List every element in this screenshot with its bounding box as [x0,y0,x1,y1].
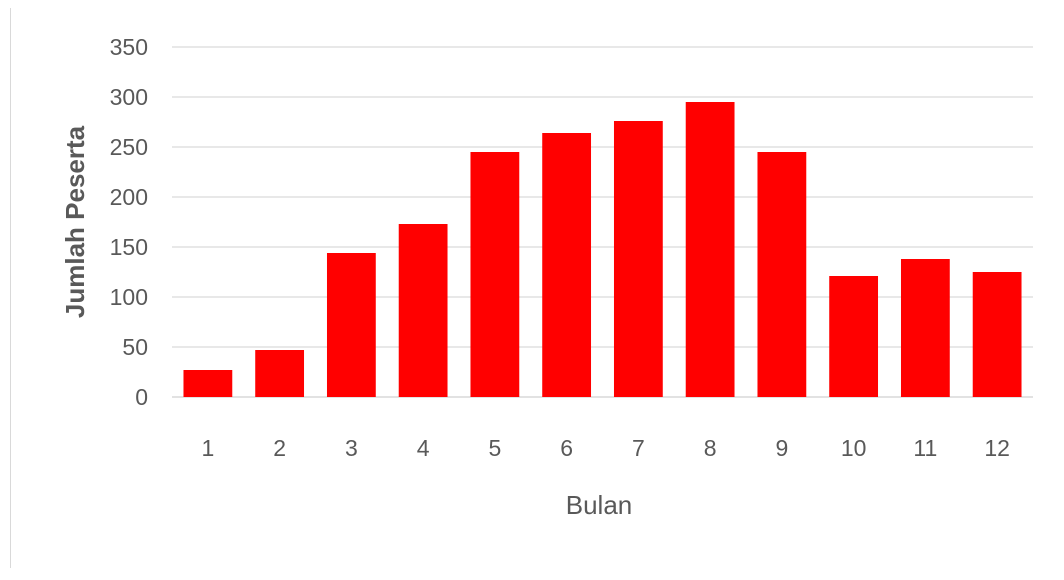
y-tick-label: 200 [110,184,148,210]
x-axis-title: Bulan [566,490,633,520]
bar-8 [685,102,735,397]
x-tick-label: 12 [984,435,1010,461]
bar-3 [326,253,376,397]
x-tick-label: 7 [632,435,645,461]
x-tick-label: 6 [560,435,573,461]
x-tick-label: 9 [775,435,788,461]
y-tick-label: 0 [135,384,148,410]
y-tick-label: 250 [110,134,148,160]
bar-4 [398,224,448,397]
y-axis-title: Jumlah Peserta [60,125,90,318]
bar-6 [542,133,592,397]
bar-12 [972,272,1022,397]
x-tick-label: 1 [201,435,214,461]
bars [183,102,1022,397]
x-tick-label: 2 [273,435,286,461]
x-tick-label: 11 [913,435,937,461]
y-tick-labels: 0 50 100 150 200 250 300 350 [110,34,148,410]
y-tick-label: 350 [110,34,148,60]
bar-11 [900,259,950,397]
x-tick-label: 8 [704,435,717,461]
bar-9 [757,152,807,397]
y-tick-label: 150 [110,234,148,260]
left-border-line [10,8,11,568]
x-tick-label: 3 [345,435,358,461]
bar-5 [470,152,520,397]
x-tick-label: 4 [417,435,430,461]
bar-2 [255,350,305,397]
y-tick-label: 300 [110,84,148,110]
x-tick-labels: 1 2 3 4 5 6 7 8 9 10 11 12 [201,435,1009,461]
x-tick-label: 5 [488,435,501,461]
y-tick-label: 100 [110,284,148,310]
x-tick-label: 10 [841,435,867,461]
gridlines [172,46,1033,398]
bar-10 [829,276,879,397]
bar-1 [183,370,233,397]
y-tick-label: 50 [122,334,148,360]
bar-7 [613,121,663,397]
